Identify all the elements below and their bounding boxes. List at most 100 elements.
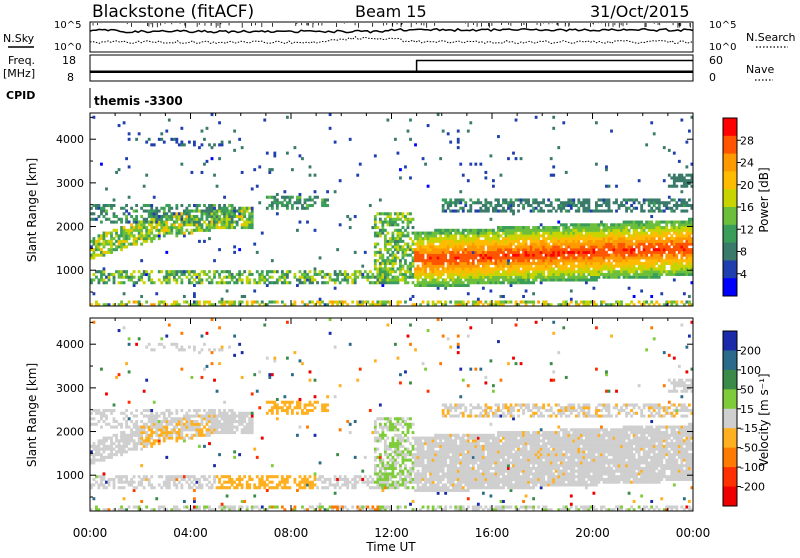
velocity-cell: [123, 486, 126, 489]
power-cell: [570, 256, 573, 259]
power-cell: [645, 300, 648, 303]
power-cell: [540, 259, 543, 262]
power-cell: [613, 248, 616, 251]
power-cell: [565, 201, 568, 204]
power-cell: [550, 210, 553, 213]
power-cell: [683, 243, 686, 246]
power-cell: [527, 234, 530, 237]
power-cell: [208, 143, 211, 146]
power-cell: [628, 234, 631, 237]
power-cell: [598, 229, 601, 232]
power-cell: [623, 237, 626, 240]
power-cell: [507, 232, 510, 235]
power-cell: [640, 204, 643, 207]
velocity-cell: [108, 448, 111, 451]
power-cell: [447, 234, 450, 237]
power-cell: [484, 251, 487, 254]
power-cell: [273, 196, 276, 199]
power-cell: [110, 232, 113, 235]
velocity-cell: [110, 426, 113, 429]
power-cell: [417, 248, 420, 251]
power-cell: [552, 262, 555, 265]
power-cell: [605, 276, 608, 279]
power-cell: [389, 243, 392, 246]
velocity-cell: [125, 426, 128, 429]
power-cell: [668, 262, 671, 265]
velocity-cell: [120, 423, 123, 426]
power-cell: [419, 248, 422, 251]
power-cell: [497, 256, 500, 259]
power-cell: [447, 229, 450, 232]
power-cell: [216, 226, 219, 229]
power-cell: [437, 256, 440, 259]
power-cell: [555, 254, 558, 257]
power-cell: [221, 210, 224, 213]
power-cell: [593, 287, 596, 290]
power-cell: [640, 251, 643, 254]
power-cell: [479, 210, 482, 213]
power-cell: [587, 243, 590, 246]
power-cell: [535, 248, 538, 251]
power-cell: [226, 210, 229, 213]
power-cell: [598, 204, 601, 207]
power-cell: [392, 262, 395, 265]
velocity-cell: [135, 415, 138, 418]
power-y-tick-label: 4000: [56, 133, 84, 146]
power-cell: [324, 204, 327, 207]
power-cell: [510, 248, 513, 251]
power-cell: [655, 229, 658, 232]
power-cell: [404, 278, 407, 281]
power-cell: [309, 204, 312, 207]
power-cell: [424, 284, 427, 287]
power-cell: [444, 237, 447, 240]
velocity-cell: [133, 481, 136, 484]
power-cell: [537, 232, 540, 235]
power-cell: [482, 262, 485, 265]
power-cell: [148, 276, 151, 279]
power-cell: [500, 234, 503, 237]
power-cell: [565, 278, 568, 281]
power-cell: [175, 212, 178, 215]
power-cell: [505, 240, 508, 243]
power-cell: [520, 276, 523, 279]
power-cell: [221, 300, 224, 303]
power-cell: [150, 210, 153, 213]
power-cell: [673, 243, 676, 246]
power-cell: [550, 276, 553, 279]
power-cell: [585, 210, 588, 213]
power-cell: [133, 221, 136, 224]
power-cell: [286, 207, 289, 210]
power-cell: [113, 198, 116, 201]
velocity-cell: [93, 483, 96, 486]
power-cell: [660, 251, 663, 254]
power-cell: [532, 276, 535, 279]
velocity-cell: [206, 423, 209, 426]
velocity-cell: [165, 486, 168, 489]
power-cell: [248, 273, 251, 276]
power-cell: [557, 273, 560, 276]
power-cell: [422, 251, 425, 254]
power-cell: [505, 273, 508, 276]
power-cell: [103, 215, 106, 218]
power-cell: [492, 232, 495, 235]
power-cell: [150, 232, 153, 235]
power-cell: [567, 210, 570, 213]
power-cell: [477, 237, 480, 240]
power-cell: [407, 245, 410, 248]
power-cell: [587, 223, 590, 226]
power-cell: [623, 273, 626, 276]
power-cell: [502, 267, 505, 270]
power-cell: [495, 234, 498, 237]
power-cell: [191, 221, 194, 224]
velocity-cell: [115, 426, 118, 429]
power-cell: [502, 251, 505, 254]
power-cell: [648, 198, 651, 201]
power-cell: [402, 265, 405, 268]
power-cell: [648, 240, 651, 243]
power-cell: [304, 198, 307, 201]
power-cell: [213, 174, 216, 177]
power-cell: [535, 232, 538, 235]
power-cell: [555, 265, 558, 268]
power-cell: [545, 243, 548, 246]
power-cell: [188, 210, 191, 213]
